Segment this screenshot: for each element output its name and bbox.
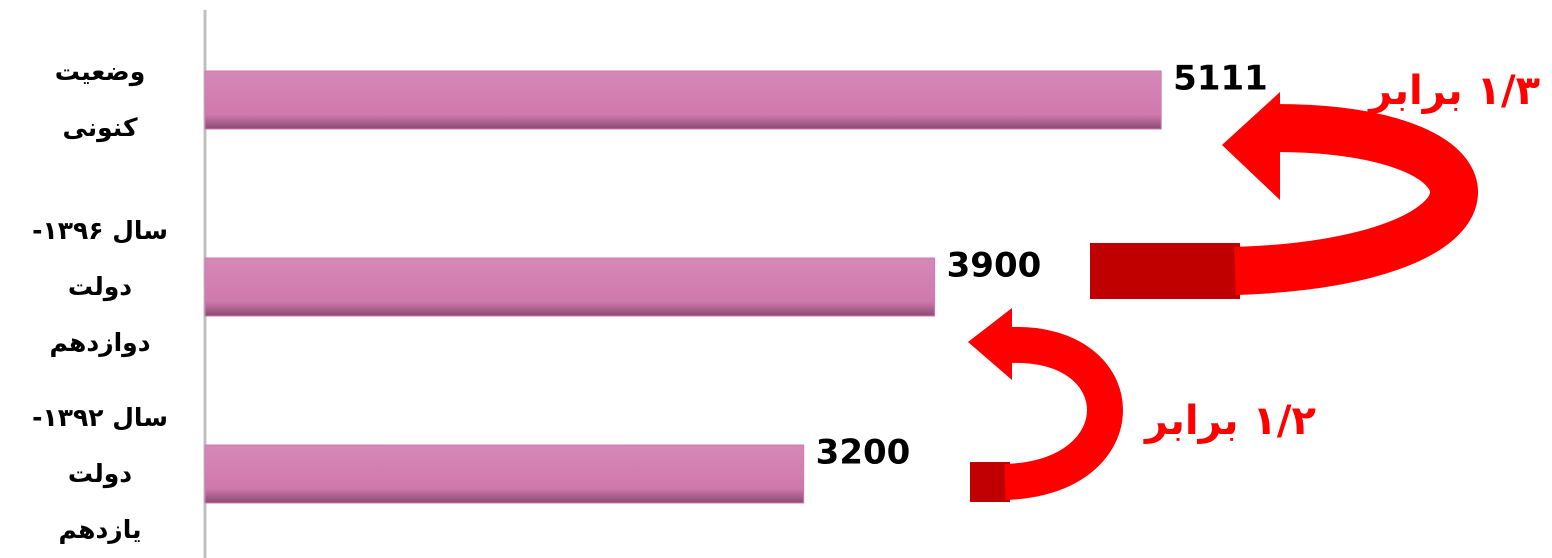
value-label: 3200: [816, 433, 911, 473]
value-label: 5111: [1173, 59, 1268, 99]
value-label: 3900: [947, 246, 1042, 286]
annotation: ۱/۳ برابر: [1369, 68, 1540, 114]
bar: [204, 444, 805, 504]
category-label: سال ۱۳۹۲- دولت یازدهم: [32, 403, 168, 544]
bar: [204, 70, 1162, 130]
category-label: وضعیت کنونی: [54, 57, 146, 142]
bar: [204, 257, 936, 317]
annotation: ۱/۲ برابر: [1145, 398, 1316, 444]
category-label: سال ۱۳۹۶- دولت دوازدهم: [32, 216, 168, 357]
arrow-large: [1090, 92, 1478, 299]
arrow-small: [968, 308, 1123, 502]
